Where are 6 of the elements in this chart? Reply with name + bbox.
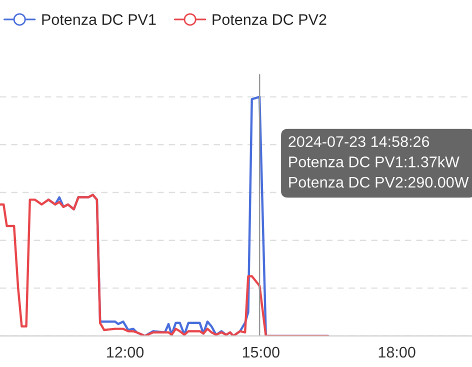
legend-label: Potenza DC PV2	[212, 14, 326, 25]
x-tick-label: 18:00	[378, 346, 416, 358]
x-tick-label: 12:00	[107, 346, 144, 358]
annotation: 2024-07-23 14:58:26 Potenza DC PV1:1.37kW Potenza DC PV2:290.00W	[288, 136, 469, 188]
x-tick-label: 15:00	[242, 346, 280, 358]
legend-label: Potenza DC PV1	[42, 14, 156, 25]
